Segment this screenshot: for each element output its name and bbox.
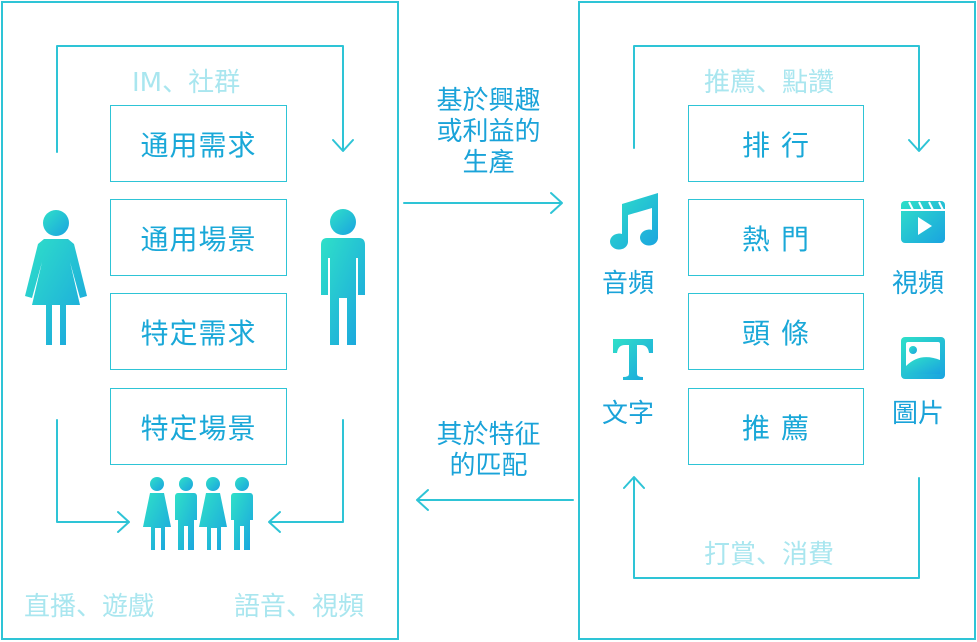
group-icon (143, 477, 253, 550)
left-top-loop-line (56, 45, 344, 153)
mid-top-line-2: 或利益的 (436, 117, 541, 147)
right-top-loop-line (633, 45, 920, 151)
text-label: 文字 (602, 399, 655, 429)
box-general-scene: 通用場景 (110, 199, 287, 276)
video-clapper-icon (901, 201, 945, 243)
mid-top-line-3: 生產 (462, 148, 515, 178)
right-bottom-loop-line (633, 477, 920, 579)
mid-top-text: 基於興趣 或利益的 生產 (401, 86, 576, 179)
mid-right-arrowhead (550, 192, 563, 214)
video-label: 視頻 (892, 269, 945, 299)
mid-left-arrowhead (416, 489, 429, 511)
right-bottom-label: 打賞、消費 (704, 540, 835, 570)
box-recommend: 推 薦 (688, 388, 864, 465)
left-bottom-right-label: 語音、視頻 (234, 592, 365, 622)
left-bottom-left-arrowhead (117, 511, 130, 533)
image-label: 圖片 (892, 399, 945, 429)
right-panel (578, 1, 976, 640)
left-bottom-right-line (269, 419, 344, 523)
box-specific-scene: 特定場景 (110, 388, 287, 465)
left-bottom-left-line (56, 419, 129, 523)
box-general-demand: 通用需求 (110, 105, 287, 182)
left-bottom-right-arrowhead (268, 511, 281, 533)
image-icon (901, 337, 945, 379)
mid-bottom-text: 其於特征 的匹配 (401, 420, 576, 482)
male-person-icon (321, 209, 365, 345)
left-panel (1, 1, 399, 640)
box-headline: 頭 條 (688, 293, 864, 370)
right-bottom-arrowhead (623, 476, 645, 489)
audio-label: 音頻 (602, 269, 655, 299)
box-ranking: 排 行 (688, 105, 864, 182)
box-hot: 熱 門 (688, 199, 864, 276)
mid-bottom-line-2: 的匹配 (449, 451, 528, 481)
mid-bottom-line-1: 其於特征 (436, 420, 541, 450)
right-top-arrowhead (908, 139, 930, 152)
box-specific-demand: 特定需求 (110, 293, 287, 370)
mid-top-line-1: 基於興趣 (436, 86, 541, 116)
right-top-label: 推薦、點讚 (704, 68, 835, 98)
female-person-icon (25, 210, 87, 345)
left-top-arrowhead (332, 139, 354, 152)
music-note-icon (610, 193, 659, 250)
left-bottom-left-label: 直播、遊戲 (24, 592, 155, 622)
text-t-icon (613, 339, 653, 380)
left-top-label: IM、社群 (132, 68, 241, 98)
